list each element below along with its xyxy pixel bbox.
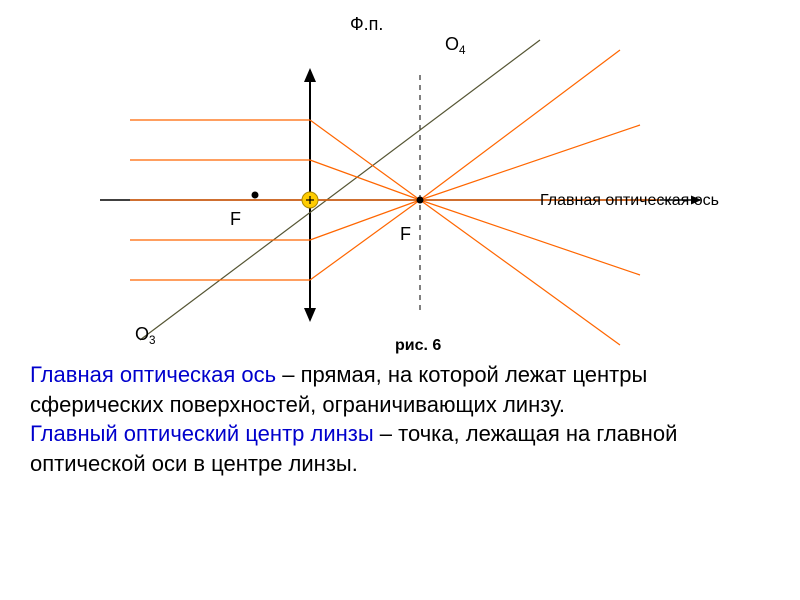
svg-text:Главная оптическая ось: Главная оптическая ось <box>540 192 719 209</box>
term-main-axis: Главная оптическая ось <box>30 362 276 387</box>
definition-text: Главная оптическая ось – прямая, на кото… <box>30 360 770 479</box>
svg-text:F: F <box>400 224 411 244</box>
svg-text:О4: О4 <box>445 34 466 57</box>
svg-text:О3: О3 <box>135 324 156 347</box>
diagram-svg: Ф.п. О4 О3 F F Главная оптическая ось рис. 6 <box>0 0 800 360</box>
definition-para-1: Главная оптическая ось – прямая, на кото… <box>30 360 770 419</box>
svg-text:рис. 6: рис. 6 <box>395 337 441 354</box>
optics-diagram: Ф.п. О4 О3 F F Главная оптическая ось рис. 6 <box>0 0 800 600</box>
svg-text:F: F <box>230 209 241 229</box>
term-optical-center: Главный оптический центр линзы <box>30 421 374 446</box>
definition-para-2: Главный оптический центр линзы – точка, … <box>30 419 770 478</box>
svg-text:Ф.п.: Ф.п. <box>350 14 383 34</box>
